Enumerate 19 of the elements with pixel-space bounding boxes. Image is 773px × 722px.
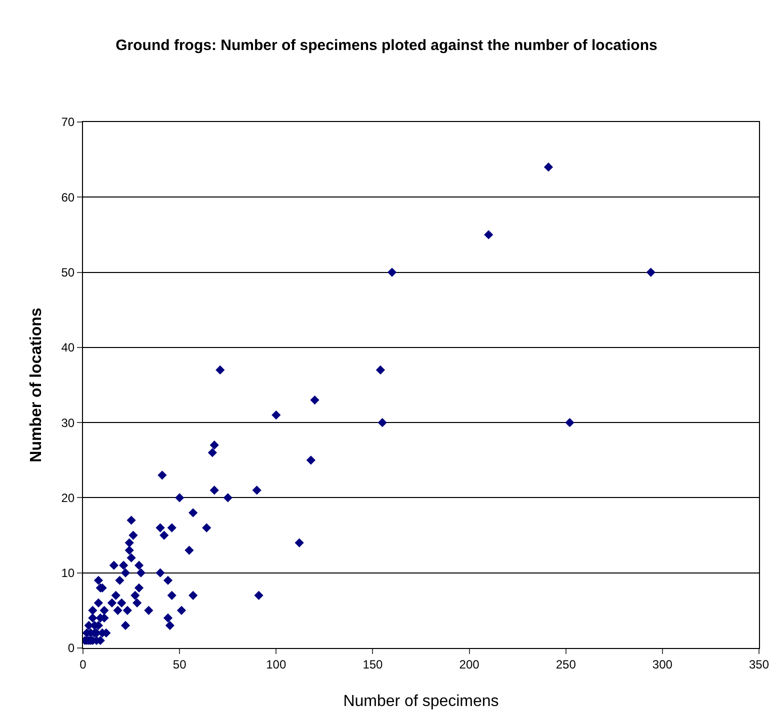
x-tick-label: 350 — [748, 657, 770, 672]
x-tick-label: 250 — [556, 657, 576, 672]
y-tick-label: 10 — [61, 566, 75, 580]
y-tick-label: 20 — [61, 490, 75, 505]
y-tick-label: 30 — [61, 416, 75, 430]
x-tick-label: 300 — [652, 657, 673, 672]
x-axis-title: Number of specimens — [343, 693, 499, 710]
chart-title: Ground frogs: Number of specimens ploted against the number of locations — [116, 37, 658, 54]
x-tick-label: 0 — [80, 657, 87, 672]
y-tick-label: 40 — [61, 340, 75, 355]
y-tick-label: 70 — [61, 115, 75, 130]
x-tick-label: 50 — [172, 657, 187, 672]
x-tick-label: 150 — [362, 657, 384, 672]
x-tick-label: 100 — [266, 657, 286, 672]
y-tick-label: 0 — [68, 641, 75, 656]
y-tick-label: 60 — [61, 190, 75, 204]
y-tick-label: 50 — [61, 265, 75, 280]
y-axis-title: Number of locations — [28, 308, 45, 462]
x-tick-label: 200 — [459, 657, 480, 672]
